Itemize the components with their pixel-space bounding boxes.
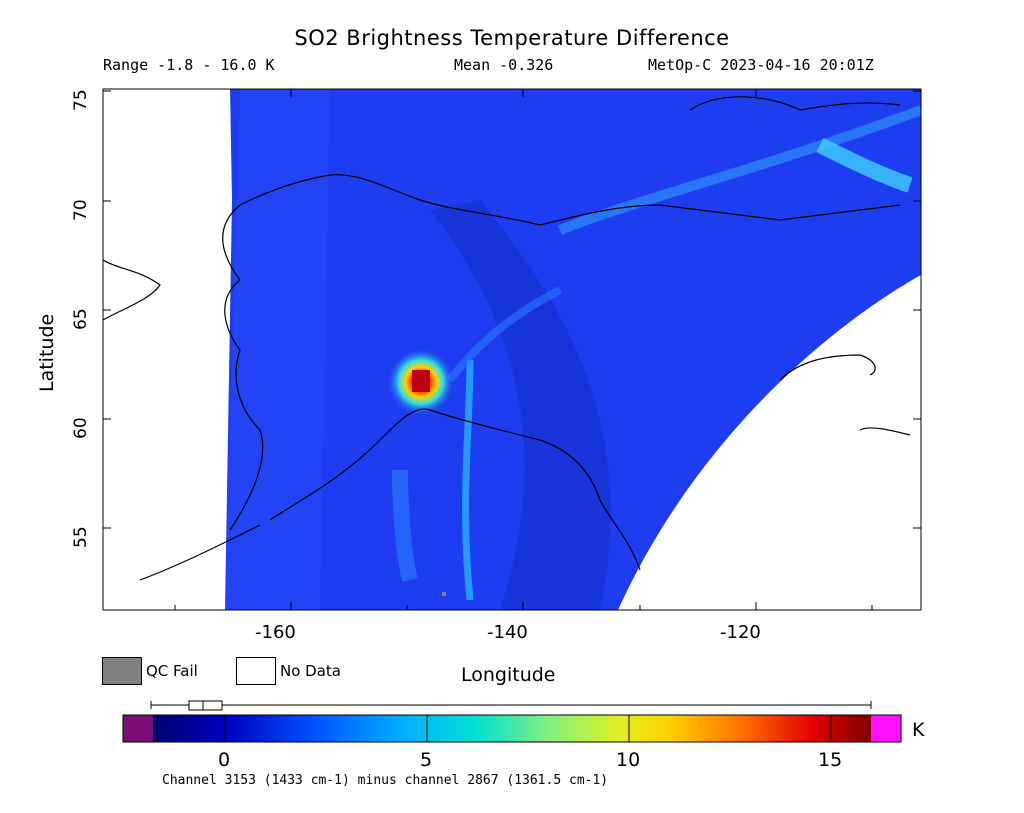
lon-tick-minus160: -160 <box>255 622 296 643</box>
y-axis-label: Latitude <box>36 313 58 392</box>
coastline-aleutians <box>139 524 261 581</box>
colorbar-tick-10: 10 <box>616 749 641 771</box>
coastline-alaska-west <box>222 204 264 531</box>
qc-fail-label: QC Fail <box>146 662 198 680</box>
colorbar-ticks <box>224 715 832 742</box>
colorbar-caption: Channel 3153 (1433 cm-1) minus channel 2… <box>162 773 609 788</box>
colorbar-underflow <box>123 715 153 742</box>
colorbar-gradient <box>153 715 871 742</box>
colorbar-boxplot <box>188 700 223 711</box>
swath-streak-arc <box>446 286 562 383</box>
swath-dark-band <box>430 200 611 610</box>
swath-streak-ne <box>816 137 913 193</box>
swath-streak-west <box>392 469 418 582</box>
coastlines <box>103 96 911 581</box>
colorbar-frame <box>122 714 902 743</box>
colorbar-overflow <box>871 715 901 742</box>
qc-fail-pixel <box>442 592 446 596</box>
no-data-swatch <box>236 657 276 685</box>
mean-label: Mean -0.326 <box>454 56 554 74</box>
swath-streak-plume <box>462 359 474 601</box>
colorbar-tick-0: 0 <box>218 749 231 771</box>
colorbar <box>122 700 902 743</box>
satellite-time-label: MetOp-C 2023-04-16 20:01Z <box>648 56 874 74</box>
colorbar-tick-5: 5 <box>420 749 433 771</box>
so2-plume-core <box>412 370 430 392</box>
lon-tick-minus140: -140 <box>487 622 528 643</box>
lon-tick-minus120: -120 <box>720 622 761 643</box>
swath-streak-north <box>558 105 921 235</box>
range-label: Range -1.8 - 16.0 K <box>103 56 275 74</box>
lat-tick-65: 65 <box>71 308 91 330</box>
coastline-alaska-north <box>239 174 901 226</box>
x-axis-ticks <box>174 89 873 610</box>
colorbar-tick-15: 15 <box>818 749 843 771</box>
coastline-russia <box>103 259 161 321</box>
lat-tick-70: 70 <box>71 199 91 221</box>
qc-fail-swatch <box>102 657 142 685</box>
y-axis-ticks <box>103 90 921 529</box>
coastline-hudson <box>779 354 876 381</box>
coastline-canada-arctic <box>689 96 901 111</box>
colorbar-unit: K <box>912 719 925 741</box>
lat-tick-55: 55 <box>71 526 91 548</box>
plot-frame <box>102 88 922 611</box>
coastline-alaska-south <box>269 408 641 571</box>
no-data-label: No Data <box>280 662 341 680</box>
map-plot-area <box>103 89 921 610</box>
page-title: SO2 Brightness Temperature Difference <box>294 26 730 50</box>
lat-tick-75: 75 <box>71 89 91 111</box>
x-axis-label: Longitude <box>461 664 556 686</box>
swath-dark-band-2 <box>225 89 330 610</box>
lat-tick-60: 60 <box>71 417 91 439</box>
coastline-east <box>859 427 911 436</box>
